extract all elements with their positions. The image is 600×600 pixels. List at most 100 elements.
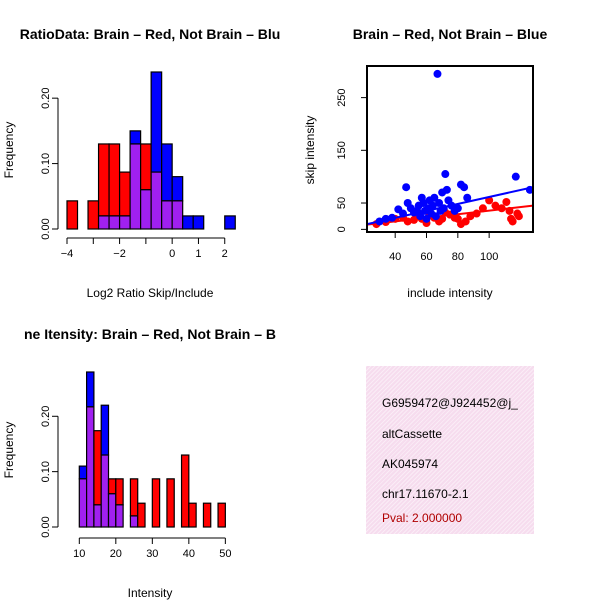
intensity-hist-bar-brain-10 [151,478,161,528]
intensity-hist-bar-brain-19 [217,502,226,528]
gene-info-panel: G6959472@J924452@j_ altCassette AK045974… [366,366,534,534]
intensity-hist-y-tick-label-0: 0.00 [40,516,52,537]
ratio-histogram-ylabel: Frequency [2,122,16,179]
intensity-histogram-bars [78,371,226,528]
scatter-point-notbrain-5 [402,183,411,192]
ratio-histogram-xlabel: Log2 Ratio Skip/Include [87,286,214,300]
intensity-hist-bar-overlap-1 [86,406,95,528]
gene-id: G6959472@J924452@j_ [382,396,518,410]
scatter-y-tick-label-0: 0 [336,226,348,232]
ratio-hist-bar-overlap-4 [108,215,121,230]
intensity-hist-bar-notbrain-0 [78,465,88,480]
ratio-hist-bar-brain-2 [87,200,100,230]
intensity-histogram-ylabel: Frequency [2,422,16,479]
intensity-hist-bar-brain-7 [129,478,139,517]
scatter-fit-line-brain [367,204,533,226]
ratio-hist-bar-overlap-3 [97,215,110,230]
ratio-hist-bar-brain-0 [66,200,79,230]
intensity-scatter: Brain – Red, Not Brain – Blue 40 60 80 100 0… [303,26,547,300]
intensity-hist-bar-overlap-2 [93,504,102,528]
ratio-hist-y-tick-label-1: 0.10 [40,153,52,174]
intensity-hist-bar-brain-14 [180,454,190,528]
scatter-frame [366,65,534,233]
ratio-histogram-axes: −4 −2 0 1 2 0.00 0.10 0.20 [40,87,228,260]
intensity-hist-bar-brain-8 [137,502,146,528]
scatter-plot-area [366,65,534,233]
ratio-hist-x-tick-label-6: 2 [222,248,228,260]
intensity-hist-bar-notbrain-1 [86,371,95,408]
ratio-hist-bar-overlap-5 [118,215,131,230]
ratio-hist-bar-notbrain-12 [192,215,205,230]
scatter-y-tick-label-2: 150 [336,141,348,159]
scatter-point-notbrain-23 [435,199,444,208]
ratio-hist-bar-notbrain-10 [171,176,184,202]
event-type: altCassette [382,427,443,441]
ratio-hist-x-tick-label-0: −4 [61,248,74,260]
scatter-point-brain-20 [472,209,481,218]
scatter-point-notbrain-27 [441,170,450,179]
scatter-ylabel: skip intensity [303,116,317,185]
ratio-hist-bar-brain-5 [118,171,131,217]
ratio-hist-x-tick-label-2: −2 [113,248,126,260]
scatter-y-tick-label-3: 250 [336,88,348,106]
intensity-histogram-axes: 10 20 30 40 50 0.00 0.10 0.20 [40,406,231,560]
ratio-histogram-title: RatioData: Brain – Red, Not Brain – Blu [20,26,281,42]
ratio-hist-x-tick-label-5: 1 [195,248,201,260]
scatter-point-notbrain-36 [511,172,520,181]
scatter-marks [367,69,533,229]
scatter-point-notbrain-20 [430,193,439,202]
ratio-hist-bar-notbrain-6 [129,130,142,145]
intensity-hist-bar-overlap-0 [78,478,88,528]
scatter-title: Brain – Red, Not Brain – Blue [353,26,548,42]
ratio-hist-x-tick-label-4: 0 [169,248,175,260]
ratio-hist-bar-notbrain-8 [150,71,163,173]
intensity-hist-bar-overlap-7 [129,515,139,528]
intensity-hist-x-tick-label-0: 10 [73,548,85,560]
intensity-hist-bar-brain-5 [115,478,124,506]
scatter-point-notbrain-34 [460,183,469,192]
scatter-point-brain-25 [502,197,511,206]
intensity-histogram-title: ne Itensity: Brain – Red, Not Brain – B [24,326,276,342]
intensity-hist-bar-overlap-5 [115,504,124,528]
scatter-point-notbrain-32 [453,204,462,213]
ratio-hist-y-tick-label-0: 0.00 [40,218,52,239]
scatter-xlabel: include intensity [407,286,492,300]
ratio-hist-bar-brain-3 [97,143,110,217]
ratio-hist-bar-brain-4 [108,143,121,217]
ratio-histogram-bars [66,71,236,230]
ratio-hist-bar-notbrain-9 [161,143,173,202]
scatter-point-brain-19 [466,212,475,221]
intensity-hist-bar-overlap-4 [107,493,117,528]
intensity-hist-x-tick-label-2: 30 [146,548,158,560]
scatter-x-tick-label-3: 100 [480,251,498,263]
scatter-point-brain-30 [514,212,523,221]
intensity-hist-bar-brain-15 [188,502,197,528]
intensity-hist-y-tick-label-2: 0.20 [40,406,52,427]
scatter-axes: 40 60 80 100 0 50 150 250 [336,88,498,263]
ratio-hist-bar-brain-7 [140,143,152,191]
scatter-point-notbrain-11 [416,212,425,221]
scatter-point-notbrain-28 [442,185,451,194]
chromosome-location: chr17.11670-2.1 [382,487,469,501]
ratio-hist-bar-overlap-6 [129,143,142,230]
ratio-histogram: RatioData: Brain – Red, Not Brain – Blu … [2,26,280,300]
scatter-point-notbrain-35 [463,193,472,202]
intensity-hist-y-tick-label-1: 0.10 [40,461,52,482]
intensity-histogram-xlabel: Intensity [128,586,173,600]
p-value: Pval: 2.000000 [382,511,463,525]
scatter-point-brain-23 [491,201,500,210]
scatter-y-tick-label-1: 50 [336,197,348,209]
intensity-hist-x-tick-label-1: 20 [110,548,122,560]
intensity-hist-bar-brain-4 [107,478,117,495]
scatter-point-brain-28 [508,217,517,226]
scatter-point-notbrain-21 [431,212,440,221]
ratio-hist-bar-notbrain-15 [224,215,236,230]
intensity-hist-x-tick-label-3: 40 [183,548,195,560]
ratio-hist-bar-overlap-8 [150,171,163,230]
intensity-hist-x-tick-label-4: 50 [219,548,231,560]
scatter-x-tick-label-1: 60 [420,251,432,263]
intensity-hist-bar-brain-2 [93,430,102,506]
ratio-hist-bar-overlap-7 [140,189,152,230]
intensity-hist-bar-brain-12 [166,478,175,528]
intensity-hist-bar-brain-17 [202,502,212,528]
